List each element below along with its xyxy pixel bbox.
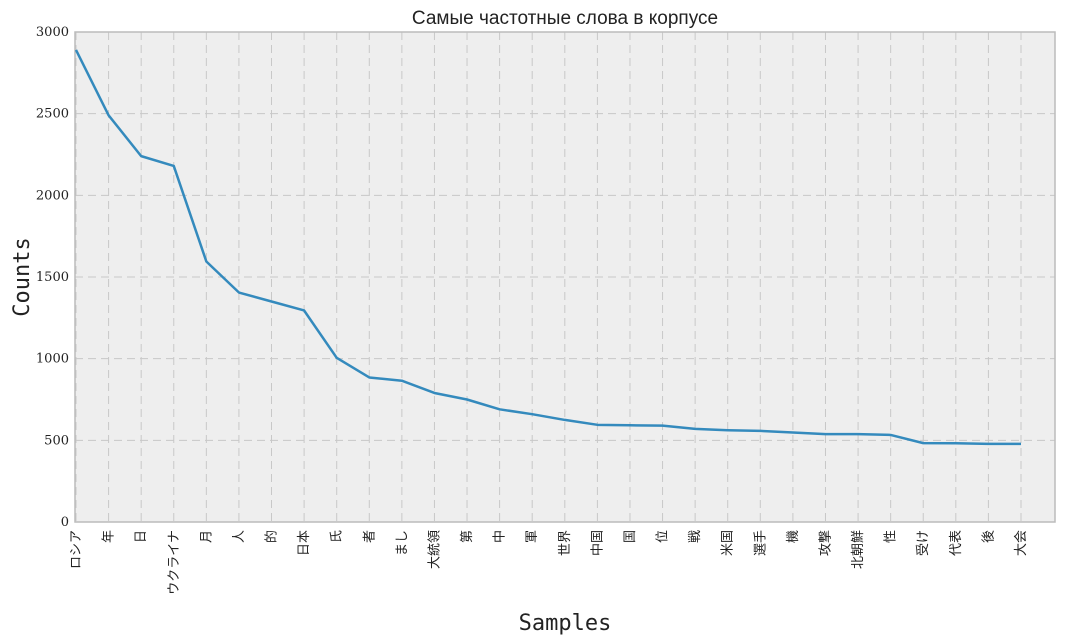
x-tick-label: まし bbox=[395, 530, 410, 556]
x-tick-label: 日本 bbox=[297, 530, 312, 556]
y-tick-label: 3000 bbox=[36, 25, 69, 40]
x-tick-label: 第 bbox=[460, 530, 475, 543]
x-tick-label: 代表 bbox=[949, 530, 964, 556]
x-tick-label: 受け bbox=[916, 530, 931, 556]
x-tick-label: 中 bbox=[493, 530, 508, 543]
series-line bbox=[74, 49, 1021, 446]
x-tick-label: 北朝鮮 bbox=[851, 530, 866, 569]
x-tick-label: 的 bbox=[264, 530, 280, 543]
y-tick-label: 1500 bbox=[36, 270, 69, 285]
x-tick-label: ロシア bbox=[69, 530, 84, 569]
x-tick-label: 国 bbox=[623, 530, 638, 543]
y-axis-label: Counts bbox=[10, 237, 35, 316]
x-tick-label: 中国 bbox=[590, 530, 605, 556]
y-tick-label: 2000 bbox=[36, 188, 69, 203]
x-tick-label: 人 bbox=[232, 530, 247, 543]
x-tick-label: 月 bbox=[199, 530, 214, 543]
x-tick-label: 氏 bbox=[330, 530, 345, 543]
y-tick-labels: 0 500 1000 1500 2000 2500 3000 bbox=[36, 25, 69, 530]
x-tick-label: 後 bbox=[981, 530, 996, 543]
x-tick-label: ウクライナ bbox=[167, 530, 182, 595]
chart-title: Самые частотные слова в корпусе bbox=[412, 8, 718, 29]
x-tick-label: 位 bbox=[656, 530, 671, 543]
x-axis-label: Samples bbox=[519, 611, 612, 636]
y-tick-label: 2500 bbox=[36, 107, 69, 122]
x-gridlines bbox=[75, 32, 1022, 522]
x-tick-label: 攻撃 bbox=[817, 530, 833, 556]
y-tick-label: 0 bbox=[61, 515, 69, 530]
x-tick-label: 日 bbox=[134, 530, 149, 543]
y-tick-label: 500 bbox=[44, 433, 69, 448]
x-tick-label: 戦 bbox=[688, 530, 703, 543]
y-tick-label: 1000 bbox=[36, 352, 69, 367]
x-tick-label: 大統領 bbox=[426, 530, 442, 569]
x-tick-label: 機 bbox=[786, 530, 801, 543]
x-tick-labels: ロシア 年 日 ウクライナ 月 人 的 日本 氏 者 まし 大統領 第 中 軍 世界 中国 国 位 戦 米国 選手 機 攻撃北… bbox=[69, 530, 1029, 595]
x-tick-label: 大会 bbox=[1014, 530, 1029, 556]
x-tick-label: 軍 bbox=[525, 530, 540, 543]
x-tick-label: 者 bbox=[362, 530, 377, 543]
x-tick-label: 性 bbox=[884, 530, 899, 543]
x-tick-label: 米国 bbox=[721, 530, 736, 556]
x-tick-label: 世界 bbox=[558, 530, 573, 556]
plot-frame bbox=[74, 31, 1056, 523]
x-tick-label: 年 bbox=[102, 530, 117, 543]
x-tick-label: 選手 bbox=[753, 530, 768, 556]
